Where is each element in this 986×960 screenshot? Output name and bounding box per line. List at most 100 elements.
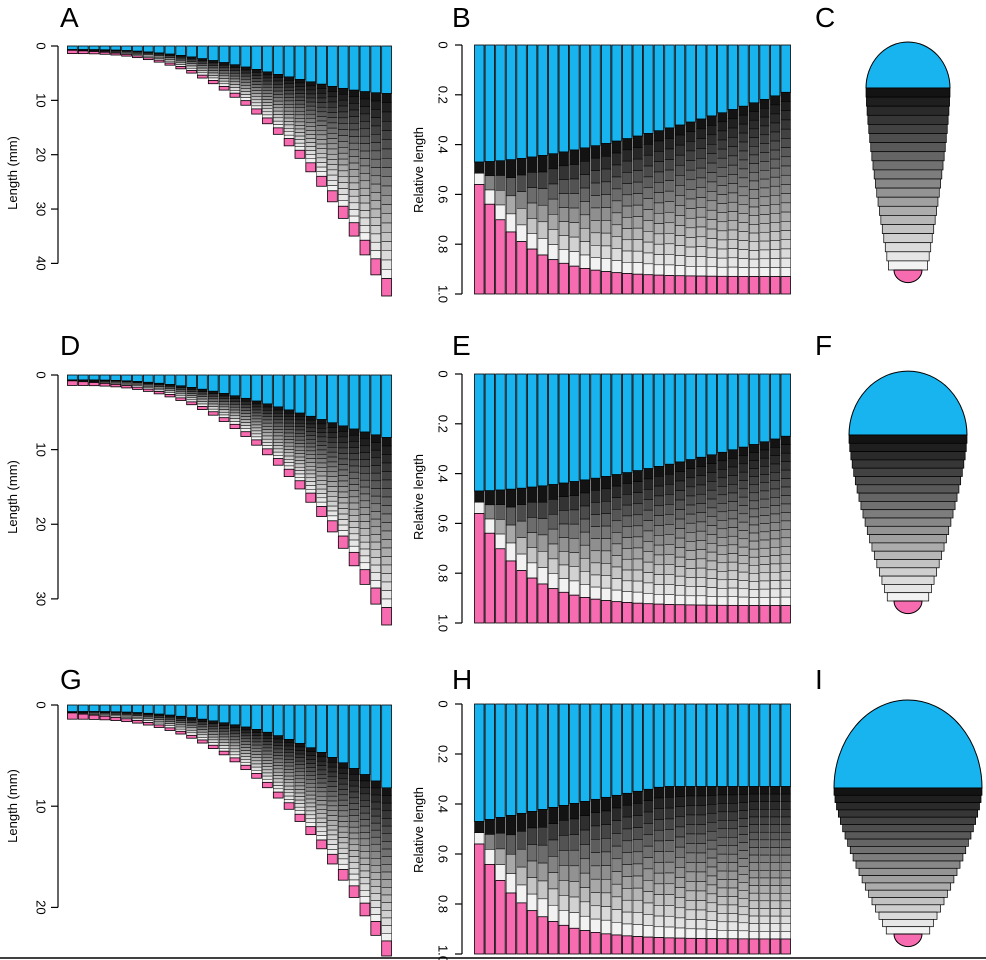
relbar-pink-e xyxy=(558,591,569,624)
bar-segment-g xyxy=(283,759,295,764)
relbar-segment-h xyxy=(643,925,654,938)
bar-segment-g xyxy=(273,771,284,776)
relbar-segment-e xyxy=(717,579,728,589)
relbar-segment-b xyxy=(537,221,548,239)
relbar-segment-h xyxy=(727,794,738,804)
bar-pink-g xyxy=(283,802,295,810)
bar-segment-g xyxy=(273,745,284,750)
relbar-segment-h xyxy=(759,793,770,802)
relbar-segment-e xyxy=(495,489,506,505)
y-tick-label-h: 1.0 xyxy=(436,945,451,960)
relbar-pink-h xyxy=(579,930,591,955)
bar-segment-d xyxy=(273,435,284,440)
relbar-segment-h xyxy=(664,926,675,939)
relbar-segment-b xyxy=(780,138,791,148)
relbar-segment-b xyxy=(664,169,675,181)
bar-segment-d xyxy=(327,500,338,507)
bar-segment-d xyxy=(305,462,316,467)
bar-segment-g xyxy=(251,741,262,746)
bar-segment-a xyxy=(370,100,381,110)
relbar-segment-b xyxy=(685,256,696,267)
relbar-segment-h xyxy=(569,834,580,851)
bar-segment-g xyxy=(327,766,338,773)
bar-pink-g xyxy=(337,869,349,881)
relbar-segment-h xyxy=(622,840,633,853)
bar-segment-d xyxy=(283,412,295,417)
relbar-blue-h xyxy=(600,703,612,798)
bar-segment-g xyxy=(370,829,381,838)
relbar-pink-b xyxy=(780,276,791,295)
relbar-segment-h xyxy=(643,834,654,847)
relbar-segment-e xyxy=(706,587,717,597)
relbar-segment-e xyxy=(601,563,612,576)
bar-segment-d xyxy=(359,473,371,481)
y-tick-label-h: 0.4 xyxy=(436,795,451,813)
bar-segment-a xyxy=(370,134,381,143)
relbar-segment-e xyxy=(759,547,770,557)
bar-segment-g xyxy=(273,765,284,770)
relbar-segment-e xyxy=(759,507,770,516)
relbar-segment-e xyxy=(770,555,781,565)
relbar-segment-b xyxy=(717,121,728,132)
relbar-segment-e xyxy=(675,537,686,548)
bar-segment-a xyxy=(327,169,338,176)
relbar-pink-b xyxy=(622,273,633,295)
relbar-blue-b xyxy=(526,44,538,158)
relbar-segment-h xyxy=(632,887,643,901)
bar-segment-d xyxy=(251,412,262,417)
bar-segment-g xyxy=(305,814,316,820)
bar-segment-g xyxy=(273,762,284,766)
relbar-segment-h xyxy=(548,888,559,906)
bar-segment-a xyxy=(251,93,262,98)
relbar-segment-e xyxy=(770,438,781,448)
relbar-segment-h xyxy=(738,890,749,900)
bar-segment-g xyxy=(348,791,360,799)
bar-segment-g xyxy=(175,726,186,730)
relbar-segment-h xyxy=(759,839,770,848)
relbar-segment-h xyxy=(653,894,664,906)
relbar-segment-b xyxy=(675,225,686,236)
egg-dome-i xyxy=(833,699,983,789)
relbar-segment-h xyxy=(653,905,664,917)
egg-band-i xyxy=(882,919,934,928)
relbar-segment-h xyxy=(632,863,643,877)
relbar-pink-b xyxy=(643,274,654,295)
relbar-segment-h xyxy=(579,844,590,860)
bar-segment-d xyxy=(359,486,371,495)
relbar-segment-h xyxy=(780,832,791,841)
bar-segment-g xyxy=(273,775,284,780)
bar-segment-g xyxy=(262,744,273,749)
bar-segment-a xyxy=(327,107,338,113)
bar-segment-a xyxy=(218,80,230,85)
bar-segment-g xyxy=(338,853,349,860)
bar-pink-d xyxy=(337,535,349,549)
bar-segment-d xyxy=(262,406,273,411)
relbar-blue-h xyxy=(474,703,485,822)
bar-segment-a xyxy=(229,70,241,74)
bar-segment-a xyxy=(240,85,251,89)
bar-pink-d xyxy=(186,401,197,406)
bar-blue-a xyxy=(142,45,154,53)
relbar-segment-e xyxy=(675,585,686,596)
bar-segment-g xyxy=(359,800,371,807)
bar-segment-d xyxy=(294,470,306,475)
bar-segment-d xyxy=(197,398,208,402)
relbar-segment-h xyxy=(685,890,696,901)
bar-segment-d xyxy=(229,412,241,417)
relbar-segment-e xyxy=(738,588,749,598)
bar-segment-a xyxy=(283,86,295,91)
relbar-pink-e xyxy=(579,597,591,624)
relbar-segment-b xyxy=(675,255,686,266)
relbar-segment-h xyxy=(748,816,760,825)
bar-segment-g xyxy=(359,780,371,788)
bar-segment-a xyxy=(175,60,186,64)
relbar-segment-h xyxy=(537,827,548,846)
relbar-segment-e xyxy=(717,528,728,538)
relbar-segment-e xyxy=(717,545,728,555)
bar-segment-d xyxy=(381,471,392,481)
bar-segment-g xyxy=(316,817,327,823)
relbar-blue-h xyxy=(780,703,791,787)
relbar-segment-b xyxy=(738,168,749,179)
relbar-segment-b xyxy=(590,182,601,196)
relbar-pink-e xyxy=(780,605,791,624)
